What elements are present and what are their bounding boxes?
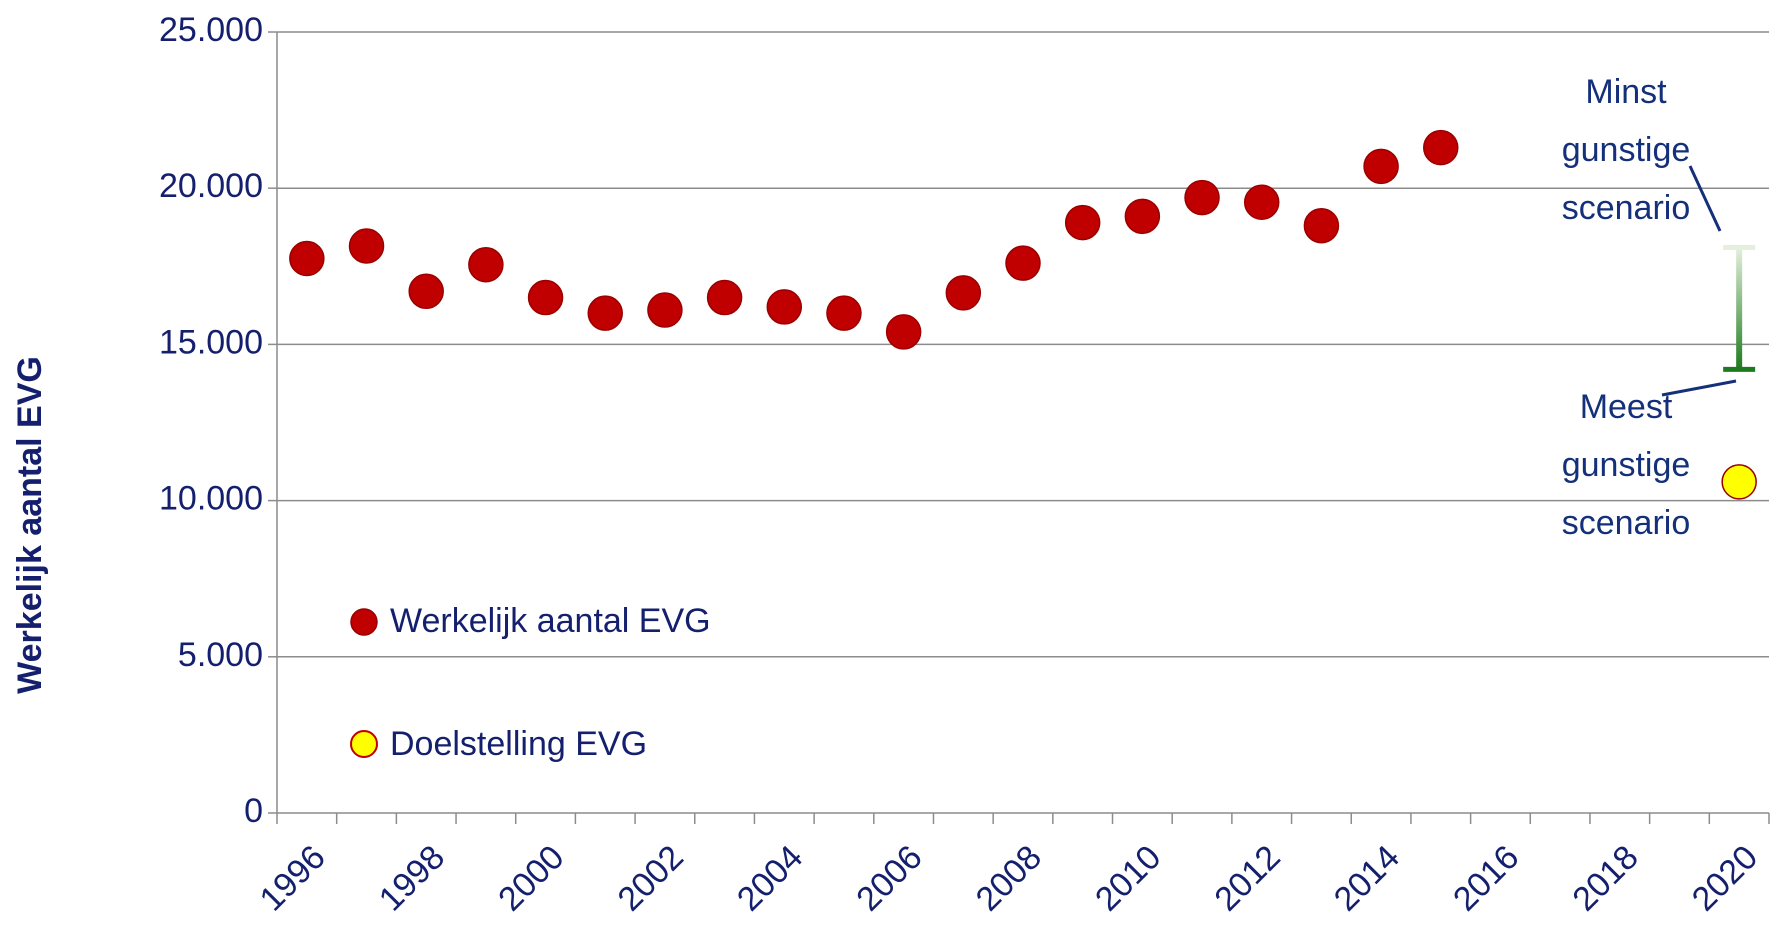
data-point bbox=[826, 295, 862, 331]
legend-marker bbox=[350, 730, 378, 758]
data-point bbox=[647, 292, 683, 328]
x-tick-label: 1996 bbox=[252, 838, 332, 918]
data-point bbox=[1363, 148, 1399, 185]
data-point bbox=[1184, 179, 1220, 216]
x-tick-label: 2010 bbox=[1088, 838, 1168, 918]
data-point bbox=[945, 275, 982, 311]
data-point bbox=[527, 279, 564, 316]
legend-label: Doelstelling EVG bbox=[390, 725, 648, 763]
legend-label: Werkelijk aantal EVG bbox=[390, 602, 711, 640]
data-point bbox=[1303, 207, 1340, 244]
x-tick-label: 1998 bbox=[372, 838, 452, 918]
data-point bbox=[1423, 129, 1459, 166]
data-point bbox=[1124, 198, 1161, 235]
legend-marker bbox=[350, 608, 378, 636]
data-point bbox=[1005, 245, 1041, 281]
annotation: Meest gunstige scenario bbox=[1561, 388, 1691, 542]
data-point bbox=[289, 240, 325, 277]
data-point bbox=[1243, 184, 1280, 221]
leader-line bbox=[1661, 379, 1737, 397]
y-tick-label: 20.000 bbox=[159, 167, 263, 205]
data-point bbox=[766, 289, 803, 325]
data-point bbox=[348, 228, 385, 264]
scenario-range bbox=[1736, 247, 1743, 370]
y-tick-label: 10.000 bbox=[159, 480, 263, 518]
x-tick-label: 2000 bbox=[491, 838, 571, 918]
data-point bbox=[885, 314, 922, 350]
data-point bbox=[468, 246, 504, 283]
y-tick-label: 5.000 bbox=[178, 636, 263, 674]
x-tick-label: 2008 bbox=[969, 838, 1049, 918]
x-tick-label: 2012 bbox=[1207, 838, 1287, 918]
x-tick-label: 2018 bbox=[1565, 838, 1645, 918]
x-tick-label: 2016 bbox=[1446, 838, 1526, 918]
x-tick-label: 2014 bbox=[1327, 838, 1407, 918]
y-tick-label: 0 bbox=[244, 792, 263, 830]
data-point bbox=[1721, 464, 1757, 500]
leader-line bbox=[1688, 165, 1722, 232]
x-tick-label: 2004 bbox=[730, 838, 810, 918]
data-point bbox=[1064, 204, 1101, 241]
annotation: Minst gunstige scenario bbox=[1561, 73, 1691, 227]
x-tick-label: 2002 bbox=[611, 838, 691, 918]
y-tick-label: 25.000 bbox=[159, 11, 263, 49]
x-tick-label: 2006 bbox=[849, 838, 929, 918]
data-point bbox=[706, 279, 743, 316]
x-tick-label: 2020 bbox=[1685, 838, 1765, 918]
data-point bbox=[408, 273, 444, 310]
y-tick-label: 15.000 bbox=[159, 323, 263, 361]
y-axis-title: Werkelijk aantal EVG bbox=[11, 356, 49, 694]
data-point bbox=[587, 295, 623, 331]
